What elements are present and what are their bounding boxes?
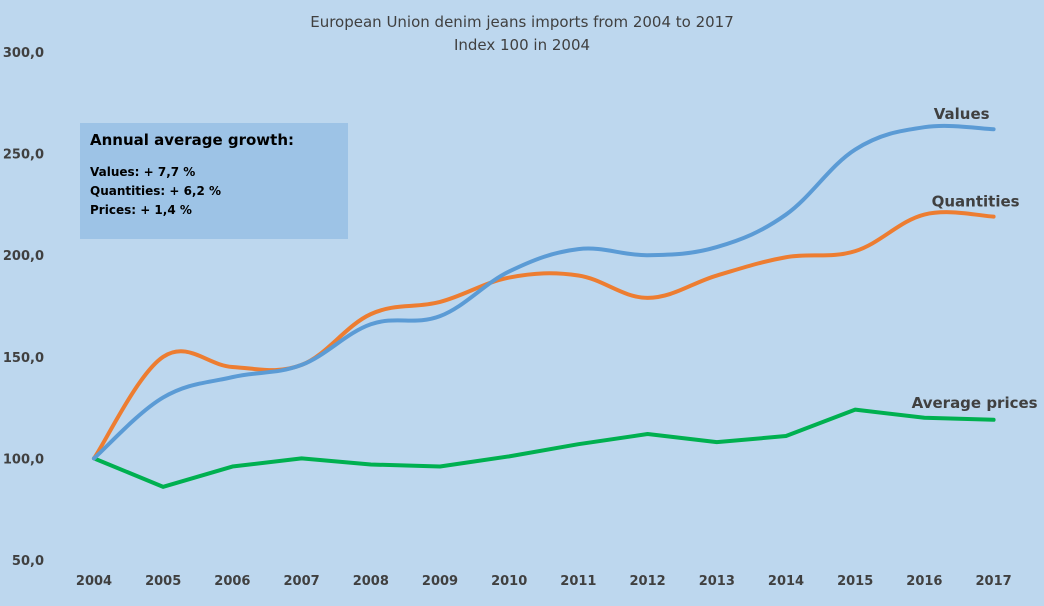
y-axis: 50,0 100,0 150,0 200,0 250,0 300,0 xyxy=(3,46,44,569)
y-tick-label: 250,0 xyxy=(3,148,44,163)
x-tick-label: 2006 xyxy=(214,574,250,589)
chart-subtitle: Index 100 in 2004 xyxy=(454,36,590,54)
series-line-average-prices xyxy=(92,407,996,489)
series-lines xyxy=(92,123,996,489)
x-tick-label: 2012 xyxy=(630,574,666,589)
x-tick-label: 2015 xyxy=(837,574,873,589)
info-line-quantities: Quantities: + 6,2 % xyxy=(90,184,222,198)
x-tick-label: 2017 xyxy=(976,574,1012,589)
series-label-quantities: Quantities xyxy=(932,193,1020,211)
x-tick-label: 2014 xyxy=(768,574,804,589)
series-label-average-prices: Average prices xyxy=(912,394,1038,412)
info-box-heading: Annual average growth: xyxy=(90,131,295,149)
info-line-values: Values: + 7,7 % xyxy=(90,165,196,179)
x-tick-label: 2010 xyxy=(491,574,527,589)
x-axis: 2004 2005 2006 2007 2008 2009 2010 2011 2012 2013… xyxy=(76,574,1012,589)
series-labels: Average prices Quantities Values xyxy=(912,105,1038,412)
y-tick-label: 100,0 xyxy=(3,452,44,467)
x-tick-label: 2004 xyxy=(76,574,112,589)
x-tick-label: 2007 xyxy=(284,574,320,589)
y-tick-label: 50,0 xyxy=(12,554,44,569)
chart-title: European Union denim jeans imports from … xyxy=(310,13,734,31)
y-tick-label: 200,0 xyxy=(3,249,44,264)
y-tick-label: 150,0 xyxy=(3,351,44,366)
x-tick-label: 2016 xyxy=(906,574,942,589)
growth-info-box: Annual average growth: Values: + 7,7 % Q… xyxy=(80,123,348,239)
x-tick-label: 2008 xyxy=(353,574,389,589)
x-tick-label: 2011 xyxy=(560,574,596,589)
y-tick-label: 300,0 xyxy=(3,46,44,61)
info-line-prices: Prices: + 1,4 % xyxy=(90,203,192,217)
x-tick-label: 2013 xyxy=(699,574,735,589)
series-line-values xyxy=(92,123,996,461)
x-tick-label: 2005 xyxy=(145,574,181,589)
x-tick-label: 2009 xyxy=(422,574,458,589)
series-label-values: Values xyxy=(934,105,990,123)
series-line-quantities xyxy=(92,210,996,461)
